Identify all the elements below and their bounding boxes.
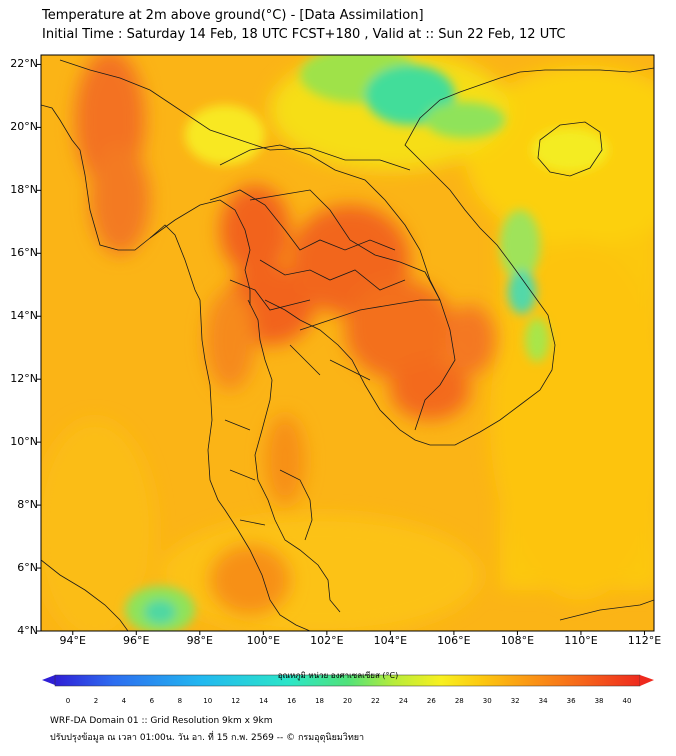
colorbar-tick-label: 10 — [203, 697, 213, 705]
chart-title: Temperature at 2m above ground(°C) - [Da… — [42, 8, 424, 23]
map-frame — [40, 54, 655, 632]
colorbar-tick-label: 12 — [231, 697, 241, 705]
hainan-island — [537, 121, 603, 177]
border-china — [59, 59, 411, 171]
coastline-west — [41, 104, 311, 631]
lon-label: 94°E — [59, 634, 86, 647]
provinces-south — [224, 344, 371, 526]
border-cambodia-vietnam — [414, 299, 456, 431]
chart-subtitle: Initial Time : Saturday 14 Feb, 18 UTC F… — [42, 27, 566, 42]
colorbar-tick-label: 6 — [149, 697, 155, 705]
lon-label: 104°E — [373, 634, 408, 647]
colorbar-tick-label: 26 — [426, 697, 436, 705]
colorbar-tick-label: 28 — [454, 697, 464, 705]
axis-ticks — [37, 63, 645, 635]
lat-label: 8°N — [17, 498, 38, 512]
lon-label: 108°E — [500, 634, 535, 647]
coastlines-borders — [41, 59, 654, 631]
colorbar-tick-label: 22 — [370, 697, 380, 705]
colorbar-tick-label: 14 — [259, 697, 269, 705]
colorbar-tick-label: 24 — [398, 697, 408, 705]
colorbar-tick-label: 40 — [622, 697, 632, 705]
colorbar-tick-label: 34 — [538, 697, 548, 705]
sumatra-north — [41, 559, 129, 631]
borneo-north — [559, 599, 654, 621]
colorbar-min-arrow — [42, 675, 55, 685]
provinces-north — [209, 189, 406, 311]
inner-gulf-east — [264, 299, 431, 446]
hot-layer — [75, 55, 495, 615]
lon-label: 110°E — [564, 634, 598, 647]
malaysia-east-coast — [279, 469, 313, 541]
colorbar-tick-label: 8 — [177, 697, 183, 705]
border-myanmar-thai — [149, 199, 251, 305]
lat-label: 18°N — [10, 183, 38, 197]
lon-label: 98°E — [186, 634, 214, 647]
lat-label: 10°N — [10, 435, 38, 449]
colorbar-tick-label: 30 — [482, 697, 492, 705]
lat-label: 20°N — [10, 120, 38, 134]
footer-update: ปรับปรุงข้อมูล ณ เวลา 01:00น. วัน อา. ที… — [50, 733, 365, 743]
colorbar-tick-label: 38 — [594, 697, 604, 705]
lat-label: 22°N — [10, 57, 38, 71]
lon-label: 112°E — [627, 634, 662, 647]
colorbar-tick-label: 32 — [510, 697, 520, 705]
lat-label: 6°N — [17, 561, 38, 575]
colorbar-title: อุณหภูมิ หน่วย องศาเซลเซียส (°C) — [277, 671, 399, 680]
cool-highland-layer — [125, 55, 608, 631]
lat-label: 12°N — [10, 372, 38, 386]
colorbar-tick-label: 36 — [566, 697, 576, 705]
footer-domain: WRF-DA Domain 01 :: Grid Resolution 9km … — [50, 716, 273, 726]
lon-label: 96°E — [123, 634, 150, 647]
colorbar-tick-label: 2 — [93, 697, 99, 705]
border-thai-laos — [249, 189, 441, 301]
lat-label: 16°N — [10, 246, 38, 260]
border-laos — [219, 144, 441, 301]
gulf-coast — [247, 299, 341, 613]
temperature-field — [41, 55, 654, 631]
border-thai-cambodia — [299, 299, 440, 331]
colorbar-tick-label: 0 — [65, 697, 71, 705]
colorbar-tick-label: 4 — [121, 697, 127, 705]
colorbar-max-arrow — [640, 675, 654, 686]
colorbar-tick-label: 20 — [343, 697, 352, 705]
lon-label: 102°E — [310, 634, 344, 647]
colorbar-tick-label: 16 — [287, 697, 297, 705]
lon-label: 100°E — [246, 634, 281, 647]
lat-label: 4°N — [17, 624, 38, 637]
colorbar-tick-label: 18 — [315, 697, 324, 705]
lat-label: 14°N — [10, 309, 38, 323]
vietnam-coast — [404, 67, 654, 446]
lon-label: 106°E — [437, 634, 471, 647]
